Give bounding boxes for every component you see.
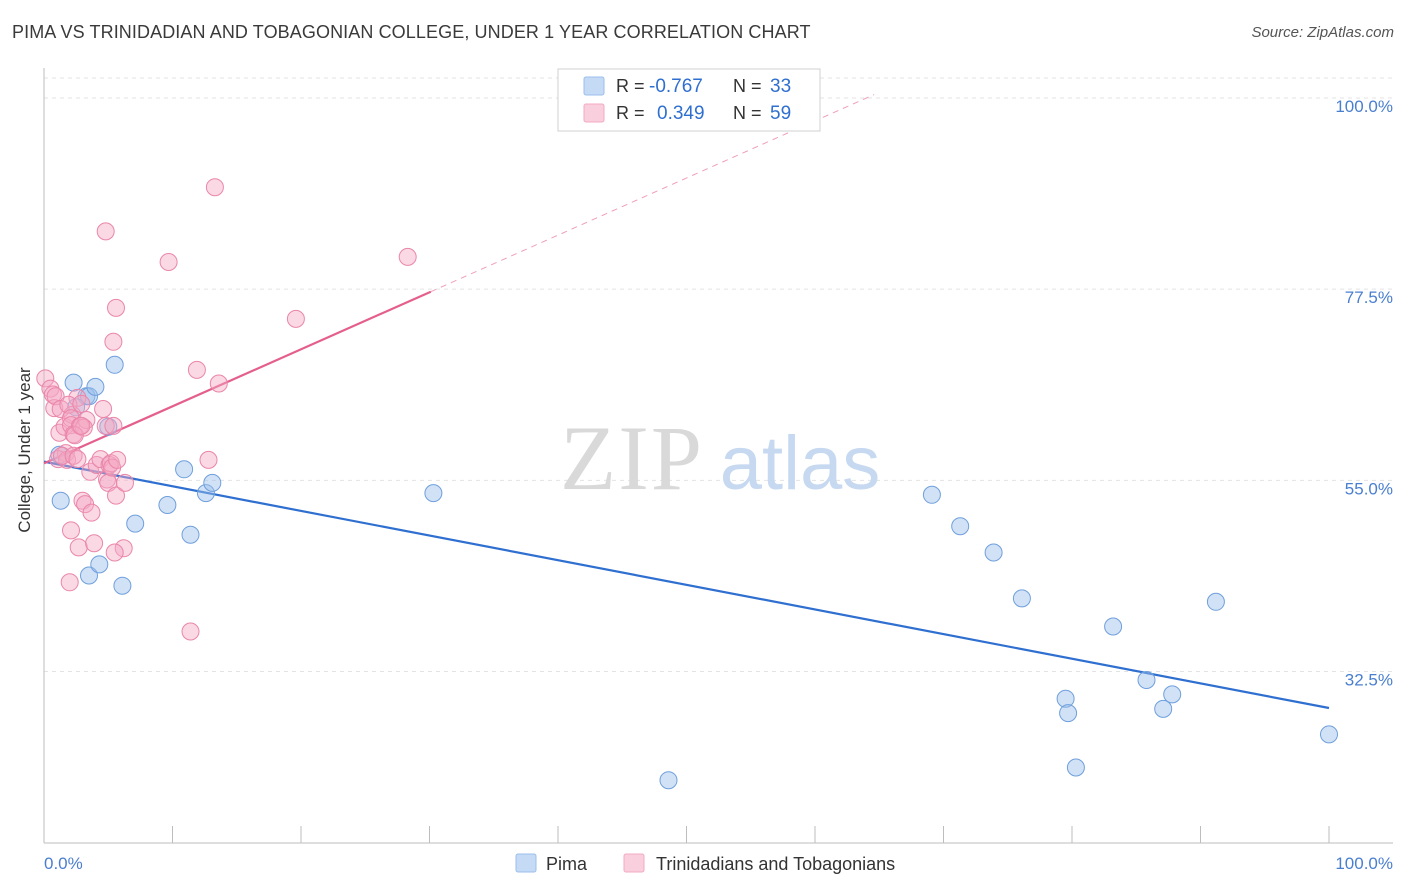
watermark-atlas: atlas — [720, 421, 881, 506]
watermark-zip: ZIP — [560, 407, 704, 509]
data-point-pima — [922, 485, 941, 504]
data-point-pima — [1104, 617, 1123, 636]
data-point-trinidadian — [44, 385, 62, 404]
y-tick-label: 77.5% — [1345, 288, 1393, 307]
data-point-trinidadian — [116, 473, 134, 492]
data-point-trinidadian — [59, 395, 78, 414]
data-point-trinidadian — [85, 534, 104, 553]
trend-lines — [43, 94, 1330, 710]
data-point-pima — [64, 373, 83, 392]
legend-swatch-pima — [583, 76, 605, 96]
data-point-pima — [659, 771, 678, 790]
data-point-pima — [984, 543, 1003, 562]
data-point-trinidadian — [65, 426, 84, 445]
data-point-trinidadian — [68, 450, 87, 469]
data-point-pima — [1154, 699, 1173, 718]
legend-bottom-label-trinidadian: Trinidadians and Tobagonians — [656, 854, 895, 874]
legend-bottom-swatch-pima — [515, 853, 537, 873]
data-point-trinidadian — [69, 538, 88, 557]
data-point-trinidadian — [107, 298, 125, 317]
data-point-trinidadian — [82, 503, 101, 522]
x-tick-label-max: 100.0% — [1335, 854, 1393, 873]
trend-line-pima — [43, 460, 1330, 710]
data-point-trinidadian — [104, 332, 123, 351]
data-point-trinidadian — [94, 400, 113, 418]
trend-line-trinidadian — [43, 290, 432, 465]
data-point-pima — [1059, 704, 1078, 723]
y-tick-label: 32.5% — [1345, 670, 1393, 689]
x-tick-labels: 0.0% 100.0% — [44, 854, 1393, 873]
legend-r-label-trinidadian: R = — [616, 103, 645, 123]
data-point-pima — [90, 555, 109, 574]
legend-n-label-pima: N = — [733, 76, 762, 96]
data-point-pima — [1012, 589, 1031, 608]
data-point-trinidadian — [96, 222, 115, 241]
data-point-trinidadian — [159, 253, 178, 271]
data-point-trinidadian — [209, 374, 228, 393]
legend-n-value-pima: 33 — [770, 76, 791, 97]
y-tick-label: 100.0% — [1335, 97, 1393, 116]
data-point-trinidadian — [81, 462, 100, 481]
x-ticks — [43, 826, 1330, 843]
legend-r-label-pima: R = — [616, 76, 645, 96]
y-tick-label: 55.0% — [1345, 479, 1393, 498]
data-point-trinidadian — [105, 543, 124, 562]
data-point-pima — [1206, 592, 1225, 611]
data-point-pima — [424, 484, 443, 503]
data-point-pima — [1320, 725, 1338, 744]
legend-n-value-trinidadian: 59 — [770, 103, 791, 124]
data-point-pima — [51, 491, 70, 510]
data-point-pima — [80, 566, 98, 585]
data-point-trinidadian — [72, 416, 91, 435]
data-point-pima — [951, 517, 970, 536]
data-point-trinidadian — [286, 309, 305, 328]
data-point-trinidadian — [36, 369, 55, 388]
legend-r-value-pima: -0.767 — [649, 76, 703, 97]
data-point-trinidadian — [199, 450, 218, 469]
data-point-pima — [126, 514, 145, 533]
legend-r-value-trinidadian: 0.349 — [657, 103, 705, 124]
data-point-pima — [1137, 671, 1156, 689]
data-point-pima — [1056, 689, 1075, 708]
data-point-pima — [196, 484, 215, 503]
data-point-trinidadian — [96, 416, 115, 435]
chart-title: PIMA VS TRINIDADIAN AND TOBAGONIAN COLLE… — [12, 22, 811, 42]
x-tick-label-min: 0.0% — [44, 854, 83, 873]
legend-bottom: Pima Trinidadians and Tobagonians — [515, 853, 895, 874]
data-point-trinidadian — [107, 486, 125, 505]
source-label: Source: ZipAtlas.com — [1251, 24, 1394, 41]
data-point-pima — [113, 576, 132, 595]
data-point-trinidadian — [104, 416, 123, 435]
data-point-pima — [80, 387, 98, 406]
data-point-trinidadian — [205, 178, 224, 197]
data-point-trinidadian — [73, 491, 92, 510]
watermark: ZIP atlas — [560, 407, 880, 509]
data-point-trinidadian — [60, 573, 79, 592]
data-point-pima — [158, 496, 177, 514]
data-point-pima — [1066, 758, 1085, 777]
legend-bottom-swatch-trinidadian — [623, 853, 645, 873]
data-point-trinidadian — [114, 539, 133, 558]
data-point-pima — [175, 460, 194, 479]
data-point-pima — [1163, 685, 1182, 704]
data-point-trinidadian — [398, 247, 417, 266]
data-point-trinidadian — [108, 450, 127, 469]
data-point-trinidadian — [181, 622, 200, 641]
data-points — [36, 178, 1338, 790]
data-point-pima — [86, 377, 105, 396]
data-point-trinidadian — [72, 394, 91, 413]
data-point-pima — [105, 355, 124, 374]
data-point-pima — [181, 525, 200, 544]
legend-swatch-trinidadian — [583, 103, 605, 123]
data-point-trinidadian — [187, 360, 206, 379]
data-point-trinidadian — [62, 521, 80, 540]
legend-bottom-label-pima: Pima — [546, 854, 588, 874]
data-point-pima — [203, 473, 222, 492]
legend-top: R = -0.767 N = 33 R = 0.349 N = 59 — [557, 68, 821, 132]
y-tick-labels: 100.0% 77.5% 55.0% 32.5% — [1335, 97, 1393, 689]
axes — [43, 68, 1393, 844]
legend-n-label-trinidadian: N = — [733, 103, 762, 123]
trend-line-extension-trinidadian — [430, 94, 875, 293]
